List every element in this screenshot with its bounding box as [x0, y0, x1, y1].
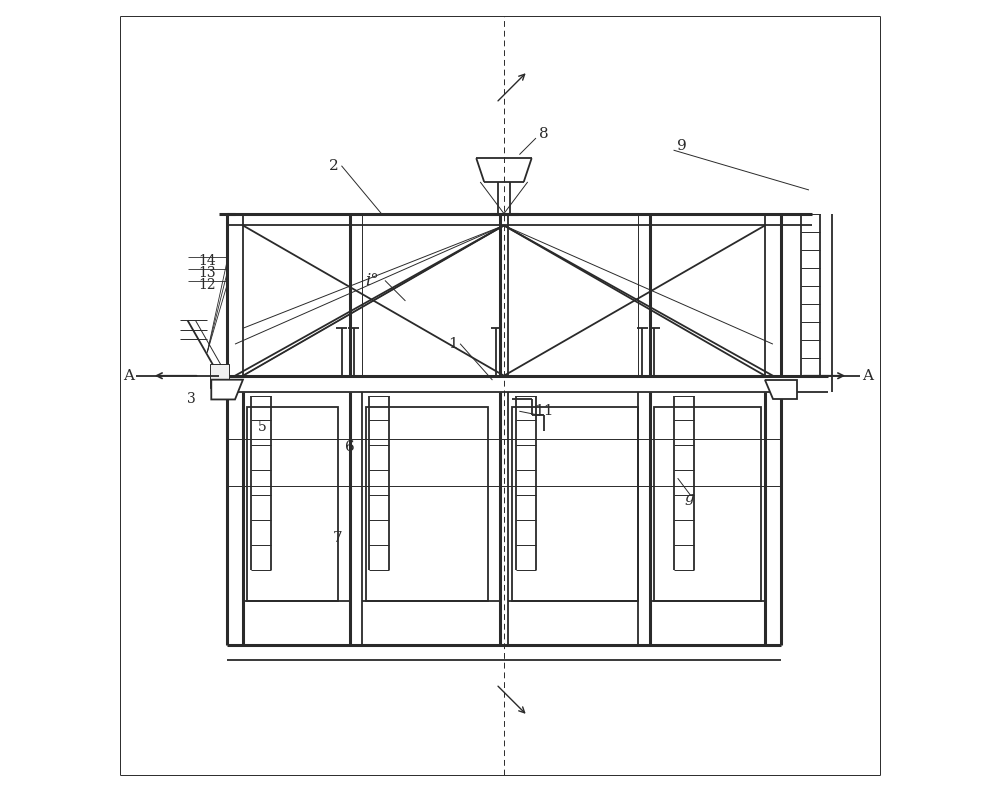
Text: 11: 11 [534, 404, 553, 418]
Text: 6: 6 [345, 440, 355, 454]
Bar [366, 407, 488, 601]
Text: 7: 7 [333, 531, 343, 545]
Text: A: A [124, 369, 135, 383]
Bar [247, 407, 338, 601]
Text: g: g [685, 491, 695, 505]
Text: 5: 5 [258, 420, 267, 434]
Text: 3: 3 [187, 392, 196, 407]
Polygon shape [765, 380, 797, 399]
Text: 9: 9 [677, 139, 687, 153]
Text: 2: 2 [329, 159, 339, 173]
Bar [512, 407, 638, 601]
Text: 8: 8 [539, 127, 548, 142]
Text: 1: 1 [448, 337, 457, 351]
Bar [654, 407, 761, 601]
Text: i°: i° [366, 272, 379, 290]
Text: A: A [862, 369, 873, 383]
Text: 12: 12 [199, 278, 216, 292]
Bar [210, 364, 229, 388]
Text: 14: 14 [198, 254, 216, 268]
Polygon shape [211, 380, 243, 399]
Text: 13: 13 [199, 266, 216, 280]
